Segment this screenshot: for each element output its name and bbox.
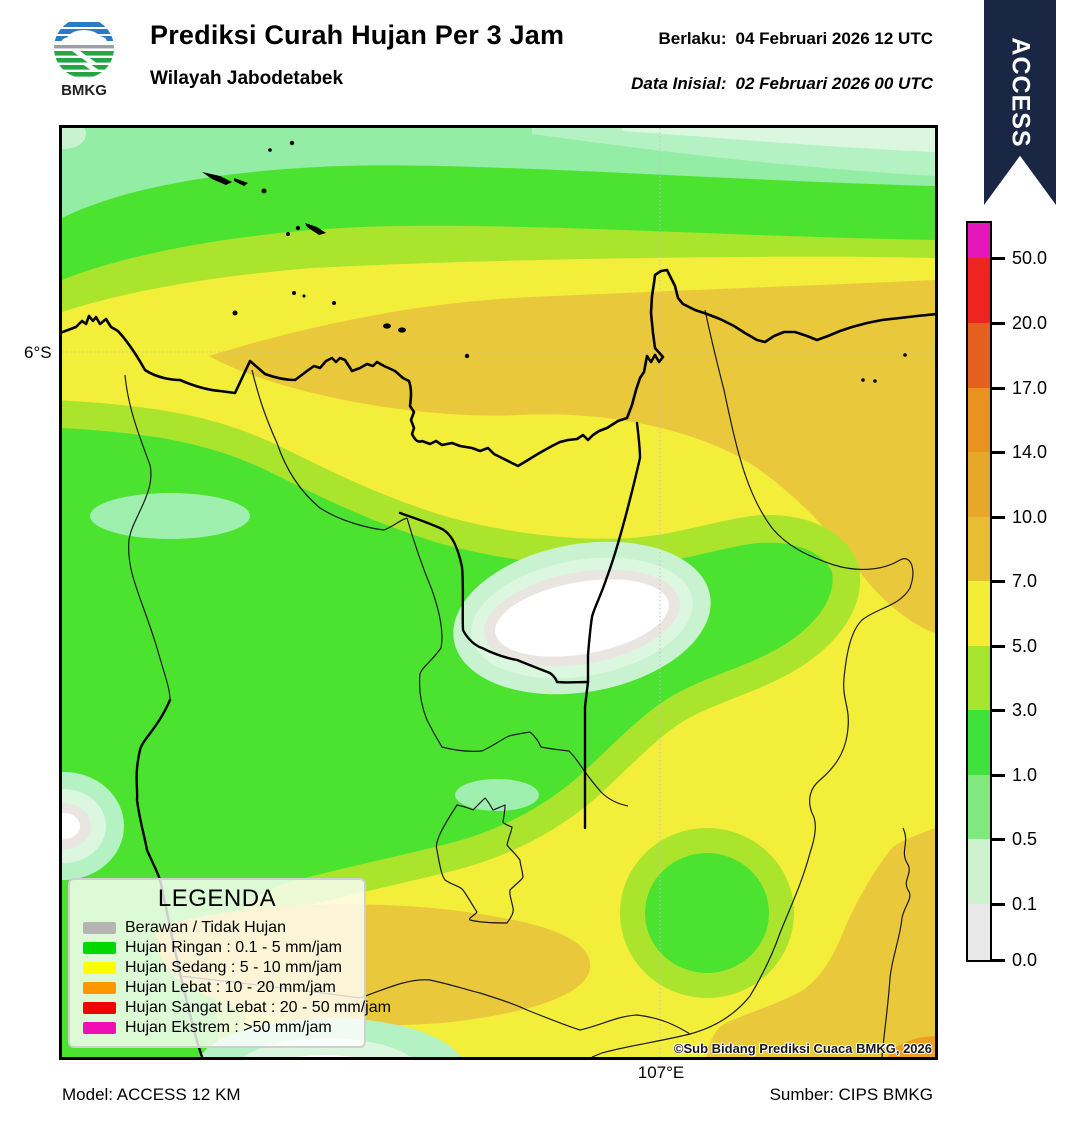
pale-ellipse-west	[90, 493, 250, 539]
colorbar-tick	[992, 709, 1005, 712]
valid-time-label: Berlaku:	[658, 29, 727, 48]
legend-swatch	[83, 962, 116, 974]
dry-patch-center	[453, 541, 711, 695]
latitude-label: 6°S	[24, 343, 52, 362]
colorbar-tick	[992, 516, 1005, 519]
islands	[202, 140, 907, 383]
legend-item: Berawan / Tidak Hujan	[83, 918, 364, 938]
rain-blob-green-bottomright	[645, 853, 769, 973]
admin-boundaries-thin	[124, 309, 914, 1058]
legend-items: Berawan / Tidak Hujan Hujan Ringan : 0.1 …	[83, 918, 391, 1038]
legend-swatch	[83, 982, 116, 994]
legend-box: LEGENDA Berawan / Tidak Hujan Hujan Ringa…	[68, 878, 391, 1048]
colorbar-tick	[992, 257, 1005, 260]
colorbar-tick-label: 20.0	[1012, 313, 1048, 333]
colorbar-tick-label: 0.0	[1012, 950, 1038, 970]
colorbar-tick	[992, 903, 1005, 906]
bmkg-logo	[54, 18, 114, 78]
init-time-label: Data Inisial:	[631, 74, 727, 93]
legend-item: Hujan Lebat : 10 - 20 mm/jam	[83, 978, 364, 998]
legend-item-label: Hujan Sedang : 5 - 10 mm/jam	[125, 959, 342, 976]
legend-item: Hujan Ringan : 0.1 - 5 mm/jam	[83, 938, 364, 958]
init-time: Data Inisial: 02 Februari 2026 00 UTC	[631, 74, 933, 94]
rain-band-palest-topright	[622, 128, 935, 152]
colorbar-tick-label: 10.0	[1012, 507, 1048, 527]
colorbar-tick	[992, 959, 1005, 962]
page-subtitle: Wilayah Jabodetabek	[150, 68, 344, 89]
colorbar-tick-label: 17.0	[1012, 378, 1048, 398]
colorbar-tick-label: 14.0	[1012, 442, 1048, 462]
colorbar-tick	[992, 774, 1005, 777]
colorbar-segment	[968, 904, 990, 960]
legend-swatch	[83, 1002, 116, 1014]
colorbar-segment	[968, 839, 990, 904]
colorbar-segment	[968, 581, 990, 646]
pale-ellipse-south	[455, 779, 539, 811]
source-label: Sumber: CIPS BMKG	[769, 1085, 933, 1104]
bmkg-logo-text: BMKG	[61, 82, 107, 99]
colorbar-tick	[992, 580, 1005, 583]
colorbar-segment	[968, 517, 990, 581]
colorbar-tick	[992, 838, 1005, 841]
legend-swatch	[83, 942, 116, 954]
colorbar-segments	[966, 221, 992, 962]
coastline	[59, 268, 938, 468]
colorbar-tick-label: 3.0	[1012, 700, 1038, 720]
colorbar-tick	[992, 387, 1005, 390]
legend-item-label: Berawan / Tidak Hujan	[125, 919, 286, 936]
legend-swatch	[83, 922, 116, 934]
copyright-note: ©Sub Bidang Prediksi Cuaca BMKG, 2026	[673, 1041, 932, 1056]
legend-title: LEGENDA	[157, 885, 277, 912]
legend-item-label: Hujan Lebat : 10 - 20 mm/jam	[125, 979, 336, 996]
legend-item: Hujan Sedang : 5 - 10 mm/jam	[83, 958, 364, 978]
colorbar-tick-label: 50.0	[1012, 248, 1048, 268]
colorbar-tick-label: 7.0	[1012, 571, 1038, 591]
access-ribbon: ACCESS	[984, 0, 1056, 205]
init-time-value: 02 Februari 2026 00 UTC	[735, 74, 933, 93]
legend-item-label: Hujan Ringan : 0.1 - 5 mm/jam	[125, 939, 342, 956]
colorbar-segment	[968, 223, 990, 258]
colorbar-tick	[992, 645, 1005, 648]
model-label: Model: ACCESS 12 KM	[62, 1085, 241, 1104]
colorbar-tick-label: 1.0	[1012, 765, 1038, 785]
legend-item-label: Hujan Ekstrem : >50 mm/jam	[125, 1019, 332, 1036]
rainfall-colorbar: 50.0 20.0 17.0 14.0 10.0 7.0 5.0 3.0 1.0 0.5 0.1 0.…	[966, 221, 1072, 970]
legend-swatch	[83, 1022, 116, 1034]
colorbar-segment	[968, 323, 990, 388]
valid-time-value: 04 Februari 2026 12 UTC	[735, 29, 933, 48]
colorbar-segment	[968, 646, 990, 710]
colorbar-segment	[968, 452, 990, 517]
colorbar-segment	[968, 775, 990, 839]
colorbar-tick	[992, 451, 1005, 454]
colorbar-segment	[968, 388, 990, 452]
colorbar-tick-label: 0.5	[1012, 829, 1038, 849]
rain-region-mustard-bottomright	[706, 828, 935, 1057]
colorbar-tick-label: 5.0	[1012, 636, 1038, 656]
colorbar-segment	[968, 258, 990, 323]
legend-item: Hujan Sangat Lebat : 20 - 50 mm/jam	[83, 998, 391, 1018]
legend-item-label: Hujan Sangat Lebat : 20 - 50 mm/jam	[125, 999, 391, 1016]
colorbar-tick-label: 0.1	[1012, 894, 1038, 914]
legend-item: Hujan Ekstrem : >50 mm/jam	[83, 1018, 364, 1038]
page-title: Prediksi Curah Hujan Per 3 Jam	[150, 20, 565, 50]
colorbar-tick	[992, 322, 1005, 325]
access-ribbon-text: ACCESS	[1006, 37, 1035, 148]
colorbar-segment	[968, 710, 990, 775]
longitude-label: 107°E	[637, 1063, 685, 1082]
valid-time: Berlaku: 04 Februari 2026 12 UTC	[658, 29, 933, 49]
